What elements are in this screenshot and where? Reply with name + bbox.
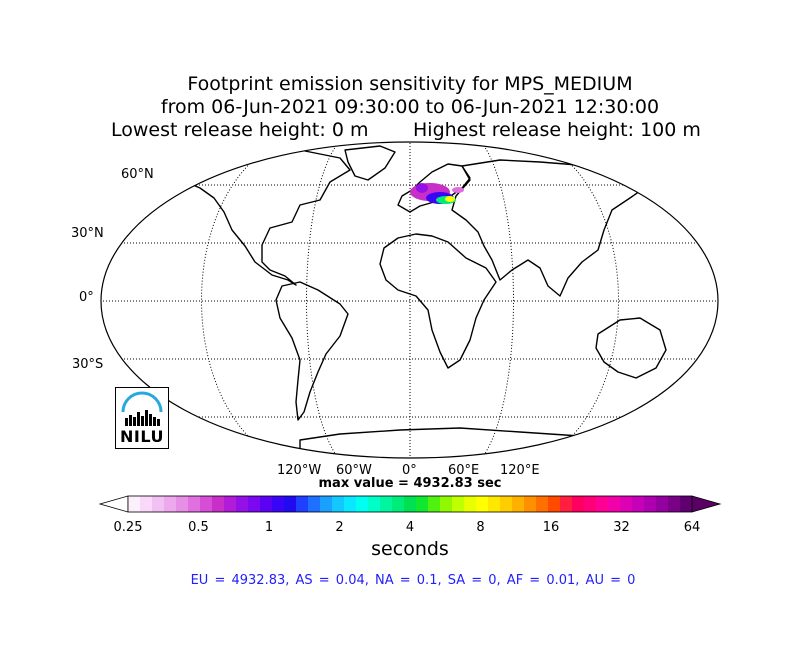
colorbar-segment <box>200 496 213 512</box>
colorbar-segment <box>284 496 297 512</box>
highest-release-height: Highest release height: 100 m <box>413 119 701 141</box>
colorbar-segment <box>644 496 657 512</box>
north-america <box>159 149 351 286</box>
colorbar-tick-label: 8 <box>476 520 485 535</box>
lat-label-60n: 60°N <box>121 167 154 182</box>
lon-label-0: 0° <box>402 463 417 478</box>
colorbar-extend-max <box>691 495 722 513</box>
colorbar-tick-label: 1 <box>264 520 274 535</box>
colorbar-frame <box>127 495 693 513</box>
colorbar-segment <box>680 496 693 512</box>
colorbar-segment <box>416 496 429 512</box>
lat-label-0: 0° <box>79 290 94 305</box>
colorbar-segment <box>152 496 165 512</box>
colorbar-tick-label: 64 <box>683 520 701 535</box>
colorbar-tick-label: 4 <box>405 520 415 535</box>
colorbar-segment <box>236 496 249 512</box>
colorbar-segment <box>188 496 201 512</box>
lon-label-60w: 60°W <box>336 463 372 478</box>
colorbar-tick-label: 0.25 <box>113 520 143 535</box>
colorbar-segment <box>224 496 237 512</box>
colorbar-segment <box>356 496 369 512</box>
colorbar-segment <box>296 496 309 512</box>
colorbar-segment <box>380 496 393 512</box>
graticule <box>101 142 718 458</box>
colorbar-units: seconds <box>371 538 449 560</box>
colorbar-segment <box>440 496 453 512</box>
region-summary: EU = 4932.83, AS = 0.04, NA = 0.1, SA = … <box>190 573 636 588</box>
colorbar-segment <box>620 496 633 512</box>
lon-label-120w: 120°W <box>277 463 322 478</box>
lon-label-60e: 60°E <box>448 463 480 478</box>
colorbar-segment <box>308 496 321 512</box>
colorbar-segment <box>392 496 405 512</box>
south-america <box>275 281 349 421</box>
meridian-60e <box>481 142 514 458</box>
africa <box>379 233 497 369</box>
colorbar-segment <box>668 496 681 512</box>
colorbar-segment <box>404 496 417 512</box>
lon-label-120e: 120°E <box>500 463 540 478</box>
nilu-logo: NILU <box>115 387 169 449</box>
antarctica <box>299 427 621 458</box>
colorbar-segment <box>488 496 501 512</box>
lat-label-30s: 30°S <box>72 357 104 372</box>
plot-title-line1: Footprint emission sensitivity for MPS_M… <box>187 73 633 95</box>
colorbar-segment <box>572 496 585 512</box>
lowest-release-height: Lowest release height: 0 m <box>111 119 369 141</box>
colorbar-segment <box>428 496 441 512</box>
lat-label-30n: 30°N <box>71 226 104 241</box>
colorbar-tick-label: 32 <box>613 520 630 535</box>
colorbar-segment <box>512 496 525 512</box>
colorbar-segment <box>524 496 537 512</box>
colorbar-segment <box>656 496 669 512</box>
colorbar-segment <box>176 496 189 512</box>
colorbar-segment <box>344 496 357 512</box>
colorbar-segment <box>212 496 225 512</box>
colorbar-segment <box>632 496 645 512</box>
colorbar-segment <box>548 496 561 512</box>
colorbar-segment <box>560 496 573 512</box>
plot-title-line2: from 06-Jun-2021 09:30:00 to 06-Jun-2021… <box>160 96 660 118</box>
colorbar-segment <box>476 496 489 512</box>
colorbar-segment <box>248 496 261 512</box>
colorbar-extend-min <box>98 495 129 513</box>
colorbar-tick-label: 0.5 <box>188 520 209 535</box>
colorbar-segment <box>128 496 141 512</box>
colorbar <box>98 495 722 513</box>
colorbar-segment <box>500 496 513 512</box>
colorbar-segment <box>320 496 333 512</box>
asia <box>451 159 651 297</box>
colorbar-segment <box>140 496 153 512</box>
footprint-plume <box>410 183 464 204</box>
colorbar-segment <box>464 496 477 512</box>
australia <box>595 317 667 379</box>
colorbar-segment <box>452 496 465 512</box>
meridian-60w <box>306 142 339 458</box>
colorbar-segment <box>164 496 177 512</box>
colorbar-segment <box>608 496 621 512</box>
colorbar-segment <box>368 496 381 512</box>
colorbar-segment <box>272 496 285 512</box>
colorbar-segment <box>332 496 345 512</box>
nilu-logo-text: NILU <box>120 427 164 446</box>
greenland <box>344 145 396 181</box>
colorbar-segment <box>536 496 549 512</box>
meridian-120w <box>201 149 267 453</box>
colorbar-segment <box>584 496 597 512</box>
colorbar-segment <box>260 496 273 512</box>
colorbar-tick-label: 16 <box>542 520 560 535</box>
nilu-logo-mark <box>121 391 163 426</box>
max-value: max value = 4932.83 sec <box>318 476 502 491</box>
colorbar-segment <box>596 496 609 512</box>
meridian-120e <box>553 149 619 453</box>
colorbar-tick-label: 2 <box>335 520 344 535</box>
